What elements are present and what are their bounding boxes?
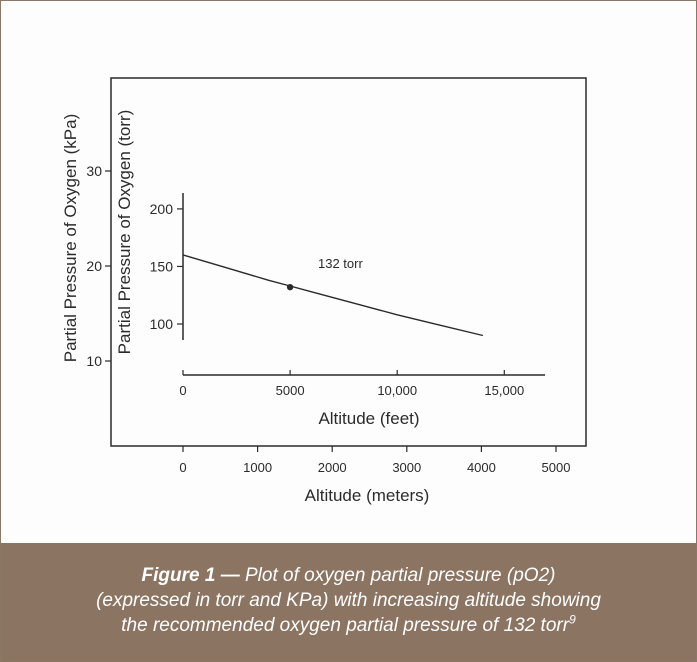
inner-x-tick-label: 15,000	[484, 383, 524, 398]
outer-x-tick-label: 0	[179, 460, 186, 475]
outer-y-tick-label: 30	[86, 163, 102, 179]
outer-y-label: Partial Pressure of Oxygen (kPa)	[61, 114, 80, 362]
inner-x-tick-label: 5000	[276, 383, 305, 398]
caption-line-3: the recommended oxygen partial pressure …	[121, 615, 570, 636]
inner-axes: Partial Pressure of Oxygen (torr) Altitu…	[115, 110, 545, 428]
outer-x-tick-label: 2000	[318, 460, 347, 475]
series-line	[182, 254, 484, 337]
outer-x-label: Altitude (meters)	[305, 486, 430, 505]
figure-caption: Figure 1 — Plot of oxygen partial pressu…	[1, 563, 696, 638]
highlight-point	[286, 283, 294, 291]
outer-plot-box	[110, 77, 587, 447]
inner-x-label: Altitude (feet)	[318, 409, 419, 428]
inner-y-tick-label: 100	[150, 316, 174, 332]
outer-x-tick-label: 3000	[392, 460, 421, 475]
outer-x-tick-label: 1000	[243, 460, 272, 475]
outer-y-tick-label: 10	[86, 353, 102, 369]
highlight-label: 132 torr	[318, 256, 363, 271]
outer-x-tick-label: 4000	[467, 460, 496, 475]
inner-y-tick-label: 150	[150, 258, 174, 274]
inner-y-label: Partial Pressure of Oxygen (torr)	[115, 110, 134, 355]
caption-line-2: (expressed in torr and KPa) with increas…	[96, 590, 601, 611]
inner-y-tick-label: 200	[150, 201, 174, 217]
caption-line-1: Plot of oxygen partial pressure (pO2)	[239, 565, 556, 586]
inner-x-tick-label: 0	[179, 383, 186, 398]
inner-x-tick-label: 10,000	[377, 383, 417, 398]
caption-footnote: 9	[569, 612, 576, 627]
series-layer	[182, 254, 484, 337]
outer-x-tick-label: 5000	[542, 460, 571, 475]
caption-band: Figure 1 — Plot of oxygen partial pressu…	[1, 543, 696, 661]
figure-plot: Partial Pressure of Oxygen (kPa) Altitud…	[61, 77, 587, 505]
caption-figure-number: Figure 1 —	[141, 565, 240, 586]
inner-ticks: 0 5000 10,000 15,000 100 150 200	[150, 201, 525, 398]
outer-y-tick-label: 20	[86, 258, 102, 274]
